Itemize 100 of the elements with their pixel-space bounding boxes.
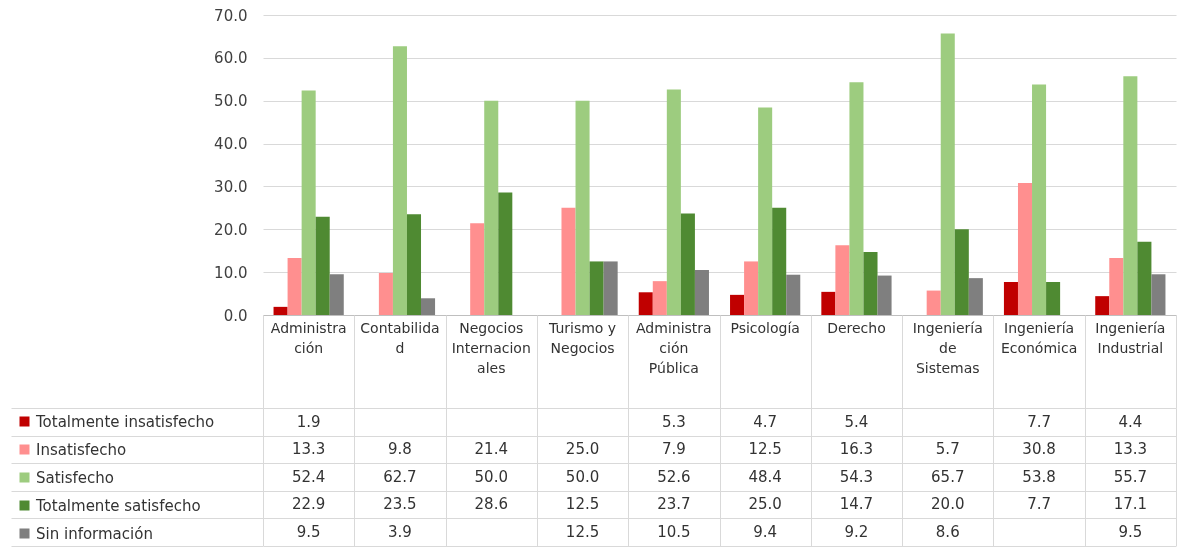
- bar: [1109, 258, 1124, 315]
- y-tick-label: 30.0: [214, 177, 248, 196]
- bar: [968, 278, 983, 315]
- data-label: 5.3: [661, 412, 686, 431]
- legend-label: Satisfecho: [36, 468, 115, 487]
- bar: [603, 261, 618, 315]
- bar: [1017, 183, 1033, 315]
- x-tick-label: Administración: [270, 319, 347, 356]
- data-label: 25.0: [748, 495, 782, 514]
- bar: [378, 273, 393, 315]
- data-label: 1.9: [296, 412, 321, 431]
- data-label: 28.6: [474, 495, 508, 514]
- data-label: 53.8: [1022, 467, 1056, 486]
- data-label: 30.8: [1022, 440, 1056, 459]
- data-label: 12.5: [748, 440, 782, 459]
- x-tick-label: Ingeniería de Sistemas: [912, 319, 983, 376]
- bar: [638, 292, 653, 315]
- bar: [484, 100, 499, 315]
- bar: [849, 82, 864, 315]
- data-label: 20.0: [931, 495, 965, 514]
- data-label: 23.5: [383, 495, 417, 514]
- data-label: 4.7: [753, 412, 778, 431]
- legend-label: Insatisfecho: [36, 440, 127, 459]
- data-label: 54.3: [839, 467, 874, 486]
- y-tick-label: 70.0: [214, 6, 248, 25]
- data-label: 65.7: [931, 467, 965, 486]
- bar: [730, 294, 745, 315]
- data-label: 7.7: [1027, 495, 1051, 514]
- data-label: 21.4: [474, 440, 508, 459]
- bar: [940, 33, 955, 315]
- y-tick-label: 60.0: [214, 49, 248, 68]
- bar: [498, 192, 513, 315]
- bar: [406, 214, 422, 315]
- bar: [575, 100, 590, 315]
- legend-label: Totalmente insatisfecho: [35, 412, 215, 431]
- bar: [589, 261, 604, 315]
- legend-label: Sin información: [36, 524, 153, 543]
- data-label: 55.7: [1113, 467, 1148, 486]
- data-label: 22.9: [291, 495, 326, 514]
- data-label: 8.6: [935, 522, 960, 541]
- data-label: 48.4: [748, 467, 782, 486]
- bar: [758, 107, 773, 315]
- data-label: 5.4: [844, 412, 869, 431]
- bar: [1003, 282, 1018, 315]
- data-label: 23.7: [657, 495, 691, 514]
- bar: [470, 223, 485, 315]
- bar: [421, 298, 436, 315]
- bar: [954, 229, 969, 315]
- y-tick-label: 20.0: [214, 220, 248, 239]
- x-tick-label: Ingeniería Industrial: [1095, 319, 1166, 356]
- bar: [821, 291, 836, 315]
- data-label: 62.7: [383, 467, 417, 486]
- bar: [652, 281, 667, 315]
- y-tick-label: 50.0: [214, 92, 248, 111]
- bar: [863, 252, 878, 315]
- y-tick-label: 10.0: [214, 263, 248, 282]
- data-label: 13.3: [291, 440, 326, 459]
- data-label: 17.1: [1113, 495, 1148, 514]
- data-label: 9.5: [296, 522, 321, 541]
- bar: [287, 258, 302, 315]
- data-label: 50.0: [565, 467, 600, 486]
- bar: [1095, 296, 1110, 315]
- bar: [273, 306, 288, 315]
- data-label: 3.9: [388, 522, 412, 541]
- data-label: 5.7: [935, 440, 960, 459]
- data-label: 52.6: [657, 467, 691, 486]
- y-tick-label: 40.0: [214, 135, 248, 154]
- x-tick-label: Contabilidad: [360, 319, 440, 356]
- data-label: 50.0: [474, 467, 508, 486]
- data-label: 7.7: [1027, 412, 1051, 431]
- data-label: 13.3: [1113, 440, 1148, 459]
- data-label: 9.4: [753, 522, 778, 541]
- data-label: 12.5: [565, 522, 600, 541]
- bar: [1151, 274, 1166, 315]
- data-label: 52.4: [291, 467, 326, 486]
- bar: [666, 89, 681, 315]
- bar: [680, 213, 695, 315]
- bar: [329, 274, 344, 315]
- x-tick-label: Turismo y Negocios: [547, 319, 617, 356]
- y-tick-label: 0.0: [223, 306, 248, 325]
- legend-label: Totalmente satisfecho: [35, 496, 201, 515]
- bar: [772, 207, 787, 315]
- bar: [786, 274, 801, 315]
- data-label: 10.5: [657, 522, 691, 541]
- data-label: 9.2: [844, 522, 869, 541]
- data-label: 9.8: [388, 440, 412, 459]
- data-label: 9.5: [1118, 522, 1143, 541]
- bar: [1046, 282, 1061, 315]
- x-tick-label: Psicología: [730, 319, 800, 336]
- bar: [744, 261, 759, 315]
- bar: [1137, 241, 1152, 315]
- x-tick-label: Negocios Internacionales: [451, 319, 531, 376]
- data-label: 14.7: [839, 495, 874, 514]
- bar: [835, 245, 850, 315]
- x-tick-label: Ingeniería Económica: [1000, 319, 1078, 356]
- bar: [1032, 84, 1047, 315]
- data-label: 25.0: [565, 440, 600, 459]
- data-label: 4.4: [1118, 412, 1143, 431]
- bar: [315, 216, 330, 315]
- bar: [1123, 76, 1138, 315]
